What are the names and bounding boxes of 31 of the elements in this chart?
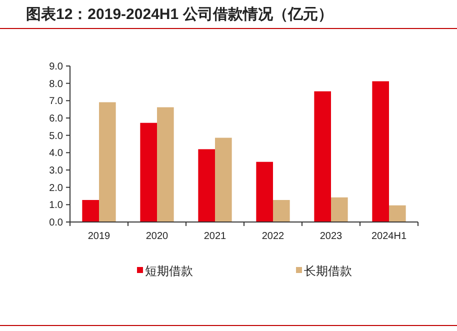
x-tick-label: 2024H1 <box>371 231 407 242</box>
bar <box>256 162 273 222</box>
bar <box>314 91 331 222</box>
x-tick-label: 2020 <box>146 231 169 242</box>
chart-title: 图表12：2019-2024H1 公司借款情况（亿元） <box>26 6 333 23</box>
bar <box>198 149 215 222</box>
y-tick-label: 6.0 <box>49 114 64 124</box>
y-tick-label: 9.0 <box>49 62 64 72</box>
bar <box>389 205 406 222</box>
x-tick-label: 2019 <box>88 231 111 242</box>
y-tick-label: 0.0 <box>49 218 64 228</box>
bar <box>215 138 232 222</box>
x-tick-label: 2023 <box>320 231 343 242</box>
y-tick-label: 4.0 <box>49 148 64 160</box>
x-tick-label: 2022 <box>262 231 285 242</box>
y-tick-label: 5.0 <box>49 130 64 142</box>
legend-label: 长期借款 <box>304 264 352 278</box>
y-tick-label: 2.0 <box>49 182 64 194</box>
bar <box>82 200 99 222</box>
bar <box>372 81 389 222</box>
y-tick-label: 3.0 <box>49 166 64 176</box>
bar <box>331 197 348 222</box>
legend-label: 短期借款 <box>145 264 193 278</box>
y-tick-label: 1.0 <box>49 200 64 212</box>
bar <box>157 107 174 222</box>
x-tick-label: 2021 <box>204 231 227 242</box>
bar <box>273 200 290 222</box>
bar <box>99 102 116 222</box>
y-tick-label: 7.0 <box>49 96 64 108</box>
y-tick-label: 8.0 <box>49 78 64 90</box>
bar <box>140 122 157 222</box>
